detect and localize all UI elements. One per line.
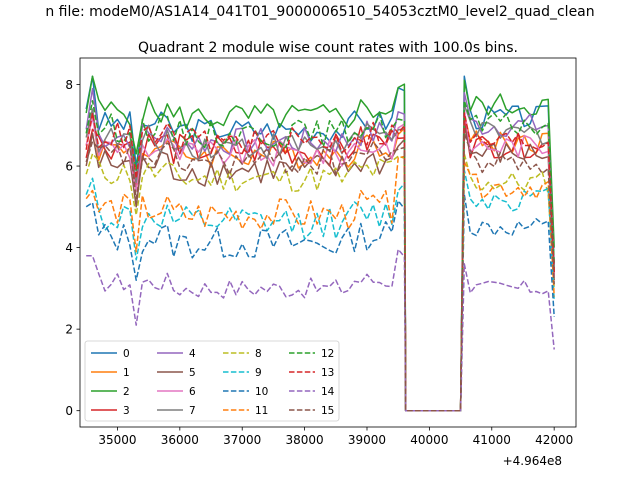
legend-label-8: 8 [255,348,262,360]
legend-label-1: 1 [123,367,130,379]
legend-label-12: 12 [321,348,334,360]
x-tick-label: 40000 [410,433,448,447]
legend-label-14: 14 [321,386,335,398]
legend-frame [84,340,340,422]
legend-label-4: 4 [189,348,196,360]
figure-suptitle: n file: modeM0/AS1A14_041T01_9000006510_… [45,4,594,20]
series-line-15 [85,132,555,412]
x-tick-label: 38000 [286,433,324,447]
y-tick-label: 6 [65,160,73,174]
x-tick-label: 37000 [223,433,261,447]
y-tick-label: 8 [65,78,73,92]
series-line-11 [85,155,555,412]
series-line-13 [85,112,555,412]
y-tick-label: 4 [65,241,73,255]
series-line-9 [85,169,555,412]
chart-title: Quadrant 2 module wise count rates with … [138,40,518,56]
x-tick-label: 42000 [535,433,573,447]
legend-label-7: 7 [189,405,196,417]
x-tick-label: 41000 [473,433,511,447]
legend-label-5: 5 [189,367,196,379]
legend-label-0: 0 [123,348,130,360]
y-tick-label: 2 [65,323,73,337]
legend-label-10: 10 [255,386,268,398]
y-tick-label: 0 [65,404,73,418]
series-line-5 [85,124,555,412]
legend-label-15: 15 [321,405,334,417]
series-layer [85,75,555,412]
y-axis: 0 2 4 6 8 [65,78,80,418]
series-line-2 [85,75,555,412]
series-line-12 [85,100,555,412]
x-tick-label: 35000 [98,433,136,447]
legend-label-2: 2 [123,386,130,398]
series-line-8 [85,153,555,412]
legend-label-13: 13 [321,367,334,379]
legend-label-6: 6 [189,386,196,398]
legend-label-3: 3 [123,405,130,417]
series-line-14 [86,248,555,412]
axes-frame [79,57,577,428]
x-axis: 35000 36000 37000 38000 39000 40000 41000 42000 [98,427,573,447]
x-axis-offset-label: +4.964e8 [503,454,562,468]
x-tick-label: 39000 [348,433,386,447]
series-line-6 [85,108,555,412]
series-line-10 [85,193,555,412]
series-line-7 [85,104,555,412]
legend-label-9: 9 [255,367,262,379]
legend-label-11: 11 [255,405,268,417]
series-line-3 [85,116,555,412]
x-tick-label: 36000 [161,433,199,447]
